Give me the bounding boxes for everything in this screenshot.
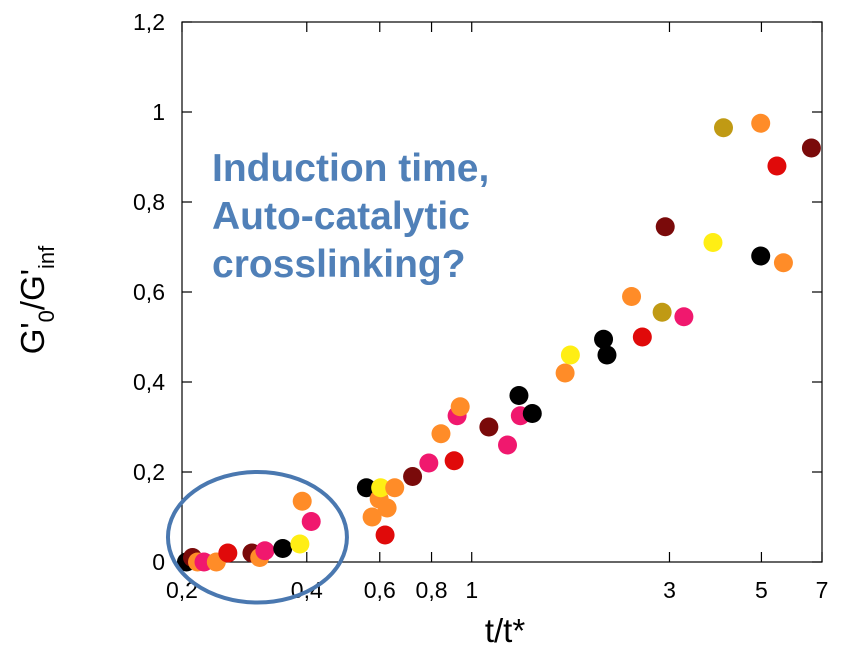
y-tick-label: 0,6 bbox=[133, 279, 165, 305]
x-axis-title: t/t* bbox=[485, 612, 526, 649]
data-point bbox=[751, 246, 771, 266]
y-tick-label: 1,2 bbox=[133, 9, 165, 35]
data-point bbox=[479, 417, 499, 437]
data-point bbox=[431, 424, 451, 444]
data-point bbox=[751, 113, 771, 133]
annotation-line: Induction time, bbox=[212, 147, 489, 190]
y-axis-title-sub0: 0 bbox=[34, 310, 59, 322]
x-tick-label: 0,6 bbox=[364, 577, 396, 603]
y-tick-label: 1 bbox=[152, 99, 165, 125]
x-axis: 0,2 0,4 0,6 0,8 1 3 5 7 bbox=[166, 22, 828, 603]
data-point bbox=[498, 435, 518, 455]
data-point bbox=[597, 345, 617, 365]
y-axis: 0 0,2 0,4 0,6 0,8 1 1,2 bbox=[133, 9, 822, 575]
annotation-text: Induction time, Auto-catalytic crosslinkin… bbox=[212, 147, 489, 286]
data-point bbox=[773, 253, 793, 273]
x-tick-label: 5 bbox=[755, 577, 768, 603]
data-point bbox=[301, 512, 321, 531]
data-point bbox=[509, 386, 529, 405]
y-axis-title-sub1: inf bbox=[34, 245, 59, 269]
data-point bbox=[356, 478, 376, 498]
data-point bbox=[385, 478, 405, 498]
data-point bbox=[450, 397, 470, 417]
data-point bbox=[801, 138, 821, 158]
data-points bbox=[176, 113, 821, 572]
data-point bbox=[555, 363, 575, 383]
y-axis-title: G'0/G'inf bbox=[14, 245, 59, 354]
y-axis-title-base: G' bbox=[14, 322, 51, 354]
data-point bbox=[292, 491, 312, 511]
data-point bbox=[560, 345, 580, 365]
y-tick-label: 0 bbox=[152, 549, 165, 575]
data-point bbox=[371, 478, 391, 498]
data-point bbox=[713, 118, 733, 138]
x-tick-label: 7 bbox=[816, 577, 829, 603]
y-tick-label: 0,4 bbox=[133, 369, 165, 395]
annotation-line: crosslinking? bbox=[212, 243, 466, 286]
x-tick-label: 0,8 bbox=[416, 577, 448, 603]
data-point bbox=[594, 329, 614, 349]
induction-region-ellipse bbox=[165, 470, 349, 605]
x-tick-label: 1 bbox=[465, 577, 478, 603]
data-point bbox=[444, 451, 464, 471]
data-point bbox=[290, 534, 310, 554]
data-point bbox=[377, 498, 397, 518]
y-tick-label: 0,2 bbox=[133, 459, 165, 485]
data-point bbox=[632, 327, 652, 347]
data-point bbox=[655, 217, 675, 237]
data-point bbox=[403, 467, 423, 486]
data-point bbox=[767, 156, 787, 176]
data-point bbox=[419, 453, 439, 473]
y-tick-label: 0,8 bbox=[133, 189, 165, 215]
data-point bbox=[652, 302, 672, 322]
data-point bbox=[622, 287, 642, 306]
x-tick-label: 3 bbox=[663, 577, 676, 603]
data-point bbox=[362, 507, 382, 527]
data-point bbox=[218, 543, 238, 563]
y-axis-title-mid: /G' bbox=[14, 269, 51, 310]
data-point bbox=[255, 541, 275, 561]
data-point bbox=[522, 404, 542, 423]
data-point bbox=[674, 307, 694, 327]
data-point bbox=[375, 525, 395, 545]
annotation-line: Auto-catalytic bbox=[212, 195, 470, 238]
data-point bbox=[703, 233, 723, 252]
data-point bbox=[273, 539, 293, 558]
plot-frame bbox=[181, 21, 823, 563]
